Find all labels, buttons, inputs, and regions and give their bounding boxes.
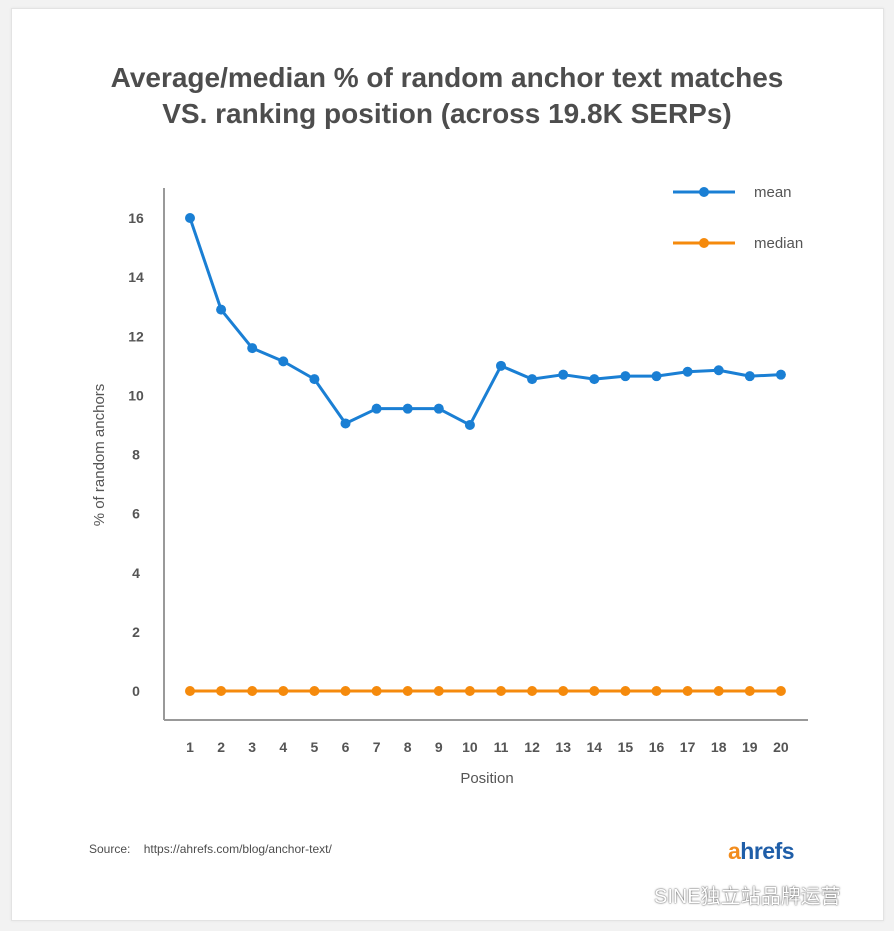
- x-tick-label: 10: [462, 739, 478, 755]
- mean-point: [216, 304, 227, 315]
- median-point: [496, 686, 506, 696]
- ahrefs-logo: ahrefs: [728, 838, 795, 865]
- y-tick-labels: 0 2 4 6 8 10 12 14 16: [128, 210, 144, 699]
- median-point: [558, 686, 569, 696]
- median-point: [589, 686, 600, 696]
- logo-rest: hrefs: [740, 838, 795, 864]
- mean-point: [278, 356, 289, 367]
- median-point: [371, 686, 382, 696]
- x-tick-label: 4: [279, 739, 287, 755]
- median-point: [682, 686, 693, 696]
- x-tick-label: 15: [618, 739, 634, 755]
- x-tick-label: 14: [587, 739, 603, 755]
- median-point: [340, 686, 351, 696]
- median-point: [651, 686, 662, 696]
- median-point: [402, 686, 413, 696]
- median-point: [620, 686, 631, 696]
- mean-point: [589, 374, 600, 385]
- source-label: Source:: [89, 842, 131, 856]
- x-tick-label: 5: [311, 739, 319, 755]
- watermark-text: SINE独立站品牌运营: [654, 886, 841, 908]
- legend-label: median: [754, 235, 803, 252]
- y-tick-label: 14: [128, 269, 144, 285]
- mean-point: [371, 403, 382, 414]
- mean-point: [402, 403, 413, 414]
- y-axis-title: % of random anchors: [91, 384, 108, 527]
- mean-point: [309, 374, 320, 385]
- legend-swatch-point: [699, 238, 709, 248]
- median-point: [775, 686, 786, 696]
- mean-point: [620, 371, 631, 382]
- x-tick-labels: 1 2 3 4 5 6 7 8 9 10 11 12 13 14 15 16 17 18 19 20: [186, 739, 789, 755]
- y-tick-label: 12: [128, 328, 144, 344]
- x-tick-label: 13: [555, 739, 571, 755]
- mean-point: [775, 369, 786, 380]
- series-layer: [185, 213, 786, 696]
- x-tick-label: 12: [524, 739, 540, 755]
- x-tick-label: 2: [217, 739, 225, 755]
- chart-title-line-2: VS. ranking position (across 19.8K SERPs…: [162, 98, 732, 129]
- median-point: [216, 686, 227, 696]
- x-axis-title: Position: [460, 770, 513, 787]
- wechat-icon: [622, 884, 648, 905]
- x-tick-label: 18: [711, 739, 727, 755]
- legend-item-median: median: [673, 235, 803, 252]
- median-point: [185, 686, 195, 696]
- median-point: [464, 686, 475, 696]
- watermark: SINE独立站品牌运营: [622, 880, 841, 909]
- y-tick-label: 0: [132, 683, 140, 699]
- mean-point: [527, 374, 538, 385]
- x-tick-label: 11: [494, 739, 509, 755]
- x-tick-label: 17: [680, 739, 696, 755]
- median-point: [433, 686, 444, 696]
- mean-line: [188, 217, 781, 427]
- y-tick-label: 10: [128, 387, 144, 403]
- median-point: [713, 686, 724, 696]
- chart-title: Average/median % of random anchor text m…: [0, 60, 894, 132]
- mean-point: [558, 369, 569, 380]
- chart-title-line-1: Average/median % of random anchor text m…: [110, 62, 784, 93]
- x-tick-label: 6: [342, 739, 350, 755]
- mean-point: [464, 419, 475, 430]
- series-median: [185, 686, 786, 696]
- mean-point: [433, 403, 444, 414]
- x-tick-label: 16: [649, 739, 665, 755]
- y-tick-label: 6: [132, 506, 140, 522]
- source-url[interactable]: https://ahrefs.com/blog/anchor-text/: [143, 842, 332, 856]
- median-point: [527, 686, 538, 696]
- x-tick-label: 3: [248, 739, 256, 755]
- logo-a: a: [728, 838, 741, 864]
- y-tick-label: 16: [128, 210, 144, 226]
- mean-point: [496, 360, 506, 371]
- legend-swatch-point: [699, 187, 709, 197]
- x-tick-label: 8: [404, 739, 412, 755]
- median-point: [744, 686, 755, 696]
- legend: mean median: [673, 184, 803, 252]
- source-note: Source: https://ahrefs.com/blog/anchor-t…: [89, 842, 332, 856]
- x-tick-label: 20: [773, 739, 789, 755]
- x-tick-label: 9: [435, 739, 443, 755]
- mean-point: [651, 371, 662, 382]
- series-mean: [185, 213, 786, 430]
- x-tick-label: 19: [742, 739, 758, 755]
- median-point: [278, 686, 289, 696]
- mean-point: [185, 213, 195, 223]
- axes: [163, 188, 808, 721]
- median-point: [309, 686, 320, 696]
- legend-item-mean: mean: [673, 184, 792, 201]
- chart-card: [11, 8, 884, 921]
- median-point: [247, 686, 258, 696]
- y-tick-label: 4: [132, 565, 140, 581]
- mean-point: [713, 365, 724, 376]
- x-tick-label: 1: [186, 739, 194, 755]
- mean-point: [682, 366, 693, 377]
- y-tick-label: 8: [132, 447, 140, 463]
- mean-point: [247, 343, 258, 354]
- y-tick-label: 2: [132, 624, 140, 640]
- mean-point: [744, 371, 755, 382]
- x-tick-label: 7: [373, 739, 381, 755]
- mean-point: [340, 418, 351, 429]
- legend-label: mean: [754, 184, 792, 201]
